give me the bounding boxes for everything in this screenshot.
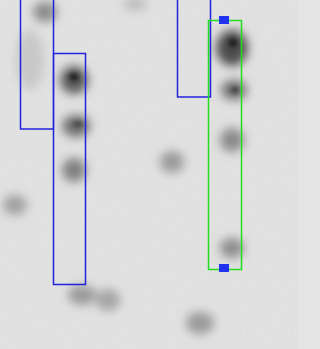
blue-marker [219,16,229,24]
page: (() => { const data = JSON.parse(documen… [0,0,298,349]
microscopy-image [0,0,298,349]
noise [0,0,298,349]
blue-marker [219,264,229,272]
